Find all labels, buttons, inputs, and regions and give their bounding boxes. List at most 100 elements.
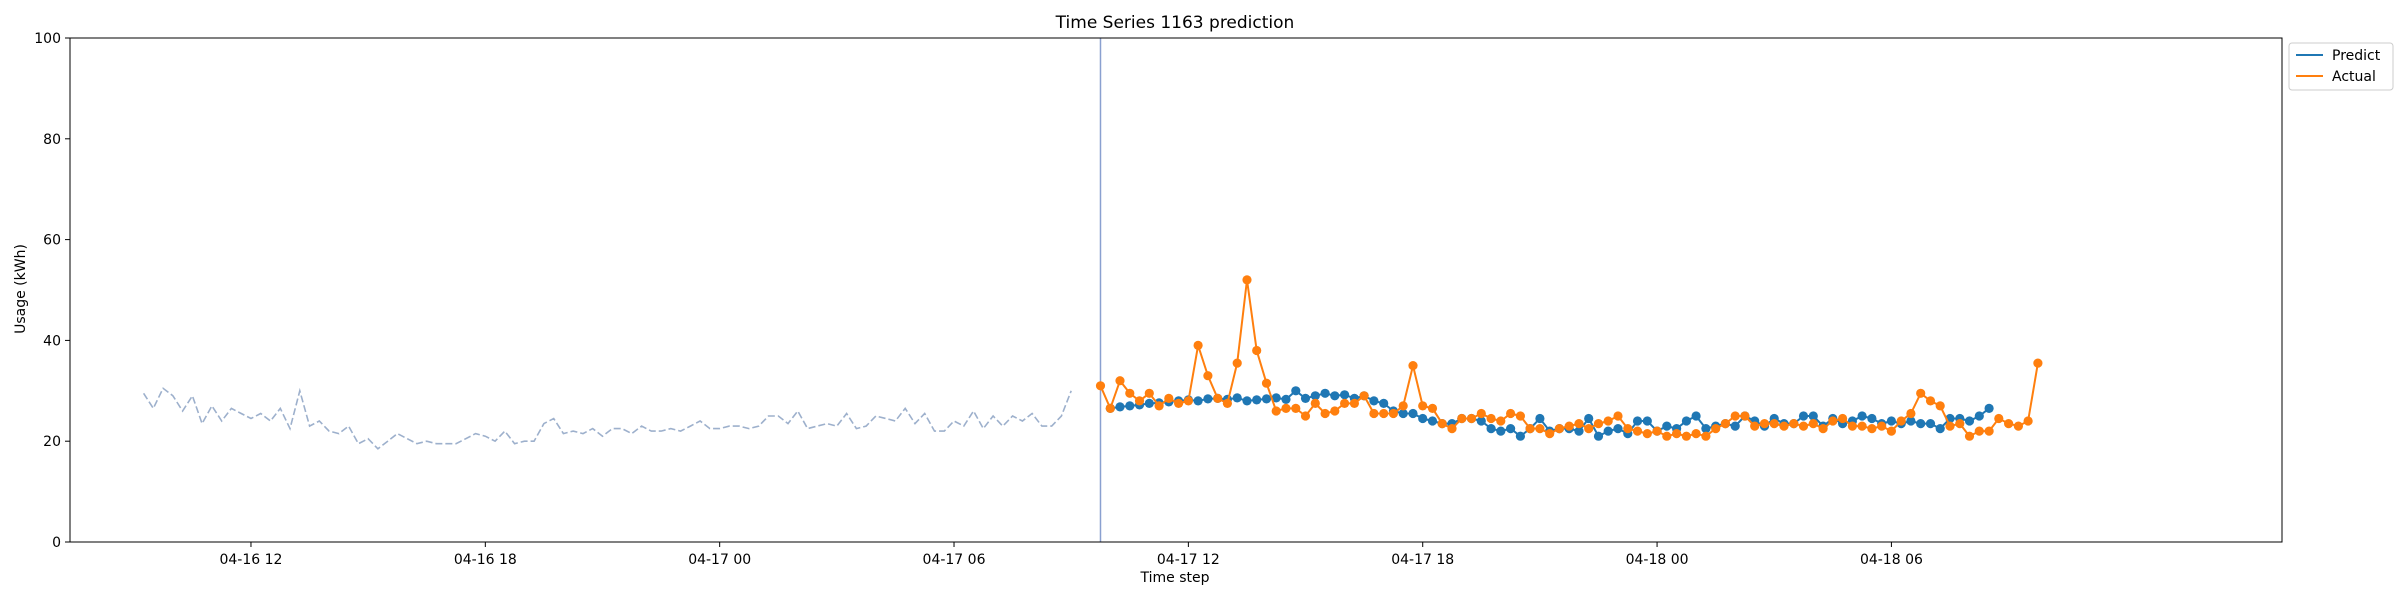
actual-point-54 bbox=[1623, 424, 1633, 434]
predict-point-84 bbox=[1925, 419, 1936, 429]
actual-point-44 bbox=[1525, 424, 1535, 434]
predict-point-49 bbox=[1584, 413, 1594, 424]
actual-point-46 bbox=[1545, 429, 1555, 439]
predict-point-77 bbox=[1857, 411, 1867, 421]
y-tick-label-60: 60 bbox=[43, 233, 61, 249]
actual-point-96 bbox=[2033, 358, 2043, 368]
actual-point-43 bbox=[1515, 411, 1525, 421]
actual-point-76 bbox=[1838, 413, 1848, 424]
actual-point-74 bbox=[1818, 424, 1828, 434]
predict-point-4 bbox=[1144, 398, 1154, 408]
actual-point-16 bbox=[1252, 345, 1262, 356]
actual-point-50 bbox=[1584, 424, 1594, 434]
actual-point-45 bbox=[1535, 424, 1545, 434]
predict-point-54 bbox=[1632, 416, 1643, 426]
actual-point-26 bbox=[1349, 398, 1359, 408]
predict-point-32 bbox=[1418, 413, 1428, 424]
actual-point-83 bbox=[1906, 408, 1916, 419]
actual-point-65 bbox=[1730, 411, 1740, 421]
predict-point-21 bbox=[1310, 391, 1320, 401]
predict-point-30 bbox=[1398, 408, 1408, 419]
actual-point-58 bbox=[1662, 431, 1672, 441]
actual-series-layer bbox=[1095, 275, 2043, 441]
y-axis-ticks: 0 20 40 60 80 100 bbox=[34, 31, 70, 551]
chart-title: Time Series 1163 prediction bbox=[1055, 13, 1295, 33]
x-tick-label-0: 04-16 12 bbox=[219, 552, 282, 568]
actual-point-89 bbox=[1964, 431, 1975, 441]
actual-point-72 bbox=[1798, 421, 1809, 431]
predict-point-78 bbox=[1867, 413, 1877, 424]
predict-point-41 bbox=[1506, 424, 1516, 434]
actual-point-27 bbox=[1359, 391, 1369, 401]
predict-point-31 bbox=[1408, 408, 1418, 419]
predict-point-61 bbox=[1701, 424, 1711, 434]
actual-point-18 bbox=[1271, 406, 1281, 416]
predict-point-48 bbox=[1574, 426, 1584, 436]
actual-point-49 bbox=[1574, 419, 1584, 429]
predict-point-10 bbox=[1203, 394, 1213, 404]
actual-point-7 bbox=[1164, 393, 1174, 403]
predict-point-39 bbox=[1486, 424, 1496, 434]
actual-point-77 bbox=[1847, 421, 1857, 431]
predict-point-60 bbox=[1691, 411, 1701, 421]
legend-label-actual: Actual bbox=[2332, 69, 2376, 85]
actual-point-61 bbox=[1691, 429, 1701, 439]
actual-point-80 bbox=[1877, 421, 1887, 431]
actual-point-9 bbox=[1183, 396, 1193, 406]
history-layer bbox=[142, 387, 1072, 450]
predict-point-57 bbox=[1662, 421, 1672, 431]
predict-point-9 bbox=[1193, 396, 1203, 406]
y-tick-label-0: 0 bbox=[52, 535, 61, 551]
actual-point-5 bbox=[1144, 388, 1154, 398]
x-tick-label-4: 04-17 12 bbox=[1157, 552, 1220, 568]
actual-point-40 bbox=[1486, 413, 1496, 424]
actual-point-0 bbox=[1095, 381, 1106, 391]
actual-point-91 bbox=[1984, 426, 1994, 436]
predict-point-51 bbox=[1603, 426, 1613, 436]
predict-point-72 bbox=[1808, 411, 1818, 421]
predict-point-59 bbox=[1681, 416, 1691, 426]
actual-point-92 bbox=[1994, 413, 2004, 424]
predict-point-40 bbox=[1496, 426, 1506, 436]
actual-point-36 bbox=[1447, 424, 1457, 434]
actual-point-62 bbox=[1701, 431, 1711, 441]
predict-point-22 bbox=[1320, 388, 1330, 398]
actual-point-24 bbox=[1330, 406, 1340, 416]
actual-point-86 bbox=[1935, 401, 1945, 411]
predict-point-24 bbox=[1340, 390, 1350, 400]
actual-point-79 bbox=[1867, 424, 1877, 434]
predict-point-20 bbox=[1300, 393, 1311, 403]
actual-point-67 bbox=[1750, 421, 1760, 431]
actual-point-57 bbox=[1652, 426, 1662, 436]
actual-line bbox=[1099, 279, 2039, 438]
predict-point-90 bbox=[1984, 403, 1994, 413]
actual-point-82 bbox=[1896, 416, 1906, 426]
predict-point-50 bbox=[1593, 431, 1604, 441]
actual-point-75 bbox=[1828, 416, 1838, 426]
history-line bbox=[142, 387, 1072, 450]
actual-point-78 bbox=[1857, 421, 1867, 431]
actual-point-2 bbox=[1115, 376, 1125, 386]
actual-point-55 bbox=[1632, 426, 1643, 436]
actual-point-51 bbox=[1593, 419, 1604, 429]
x-tick-label-6: 04-18 00 bbox=[1626, 552, 1689, 568]
actual-point-3 bbox=[1125, 388, 1135, 398]
actual-point-32 bbox=[1408, 361, 1418, 371]
predict-point-89 bbox=[1974, 411, 1984, 421]
predict-point-85 bbox=[1935, 424, 1945, 434]
predict-point-13 bbox=[1232, 393, 1242, 403]
actual-point-6 bbox=[1154, 401, 1164, 411]
predict-point-19 bbox=[1291, 386, 1301, 396]
x-tick-label-7: 04-18 06 bbox=[1860, 552, 1923, 568]
actual-point-66 bbox=[1740, 411, 1750, 421]
predict-point-2 bbox=[1125, 401, 1135, 411]
predict-point-44 bbox=[1535, 413, 1545, 424]
predict-point-23 bbox=[1330, 391, 1340, 401]
predict-point-17 bbox=[1271, 393, 1281, 403]
actual-point-56 bbox=[1642, 429, 1652, 439]
actual-point-95 bbox=[2023, 416, 2033, 426]
actual-point-71 bbox=[1789, 419, 1799, 429]
predict-point-14 bbox=[1242, 396, 1252, 406]
actual-point-34 bbox=[1427, 403, 1438, 413]
y-tick-label-40: 40 bbox=[43, 333, 61, 349]
